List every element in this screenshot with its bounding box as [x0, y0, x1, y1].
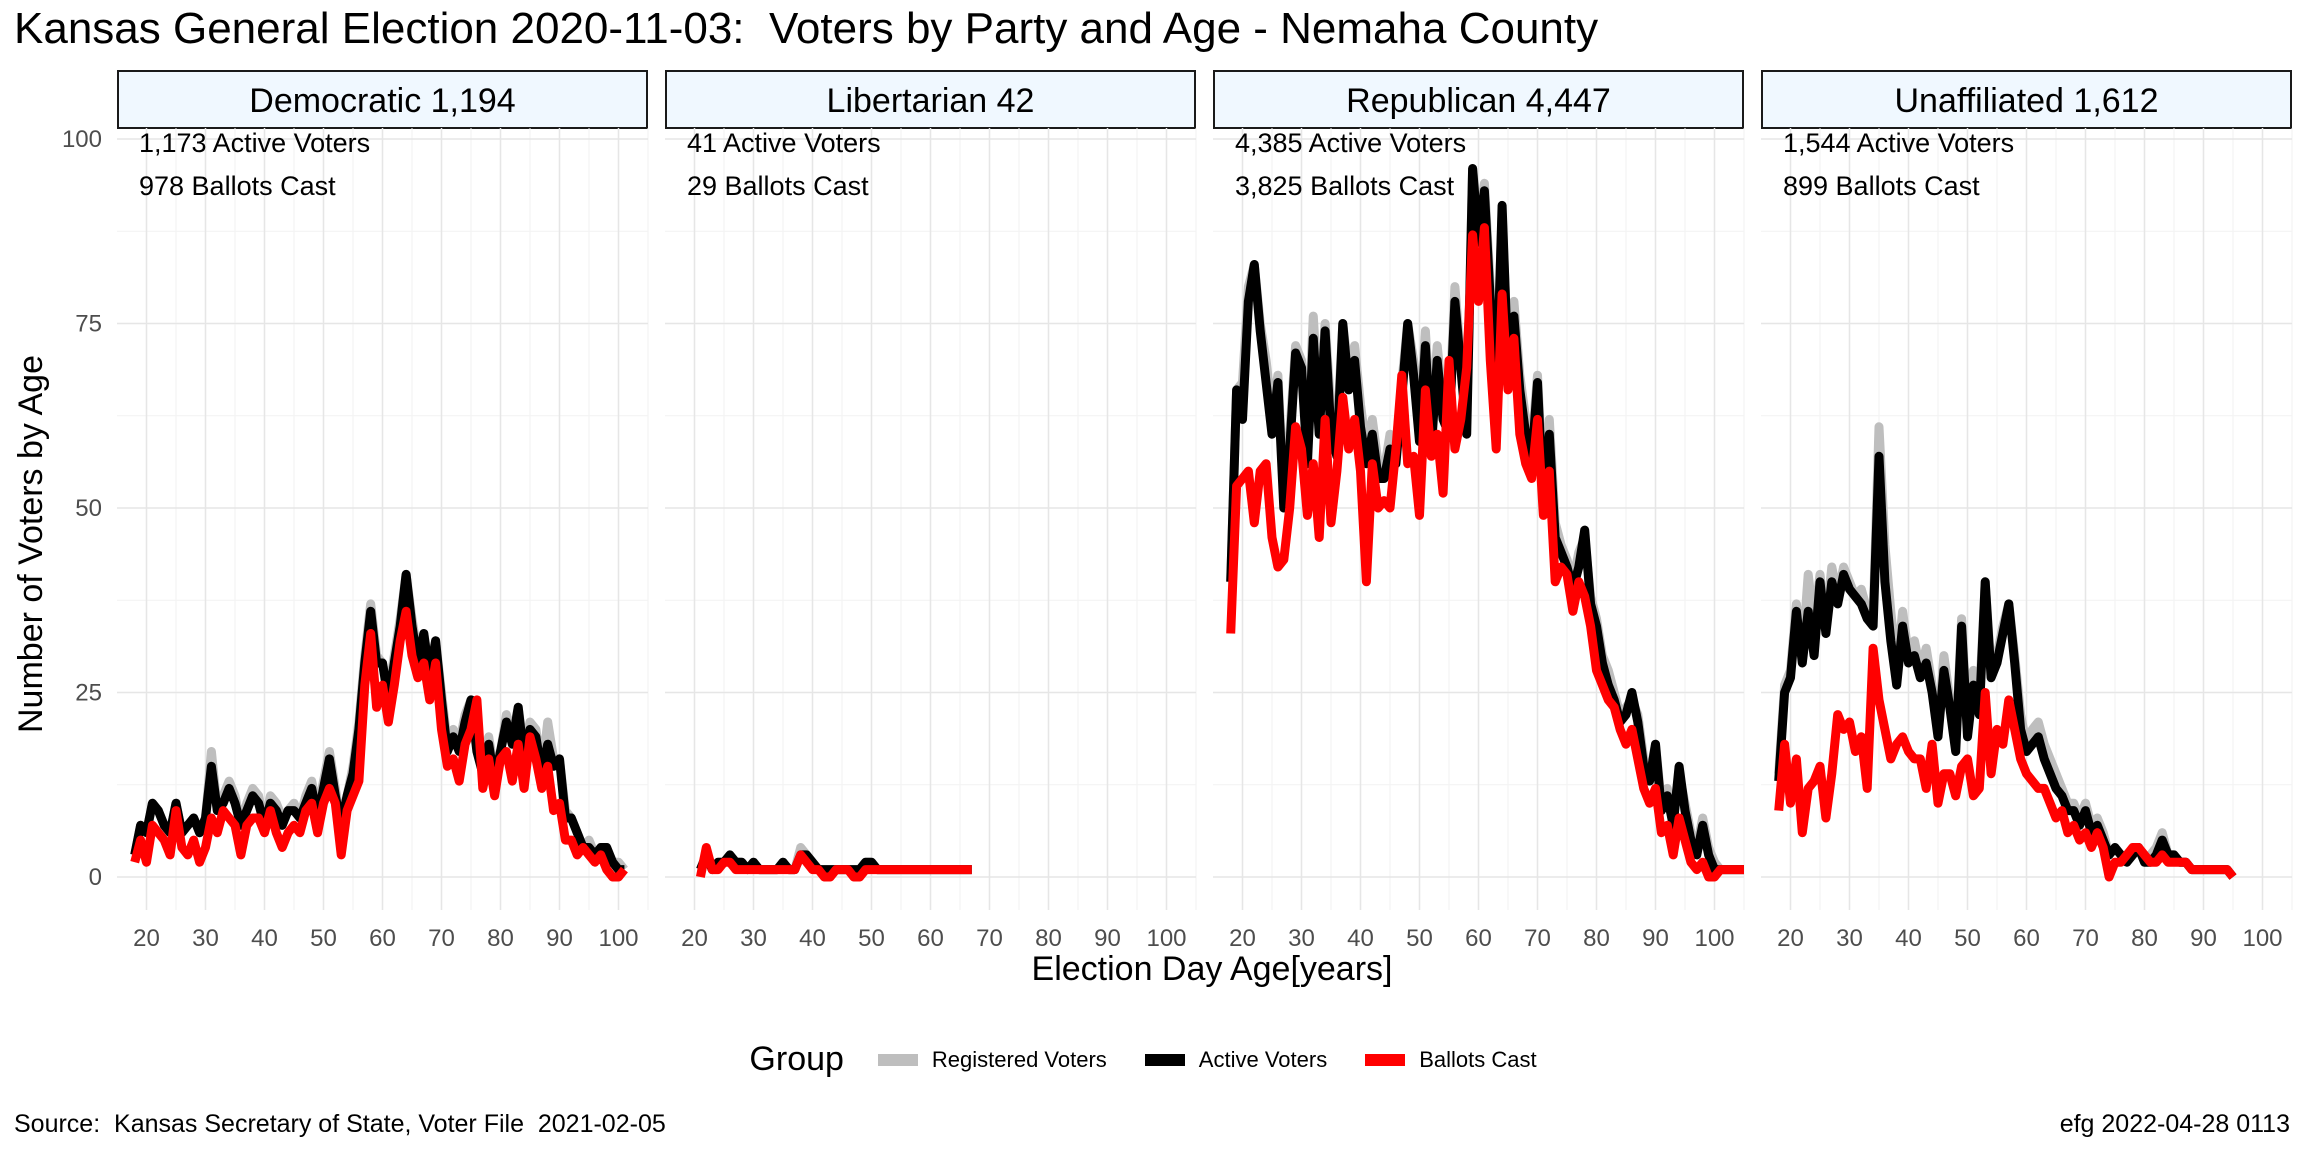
- x-tick-label: 70: [976, 925, 1003, 952]
- x-tick-label: 30: [192, 925, 219, 952]
- legend: Group Registered Voters Active Voters Ba…: [0, 1040, 2304, 1079]
- panel-annotation: 29 Ballots Cast: [687, 171, 869, 201]
- x-tick-label: 30: [1288, 925, 1315, 952]
- panel-annotation: 1,544 Active Voters: [1783, 128, 2014, 158]
- facet-strip: [1213, 70, 1744, 129]
- y-axis-label: Number of Voters by Age: [12, 355, 50, 733]
- x-tick-label: 70: [2072, 925, 2099, 952]
- x-tick-label: 40: [1347, 925, 1374, 952]
- series-line-ballots-cast: [1226, 223, 1744, 882]
- legend-label-active: Active Voters: [1198, 1046, 1328, 1072]
- legend-label-registered: Registered Voters: [931, 1046, 1107, 1072]
- panel-annotation: 899 Ballots Cast: [1783, 171, 1980, 201]
- x-tick-label: 60: [917, 925, 944, 952]
- facet-strip-label: Unaffiliated 1,612: [1894, 82, 2158, 120]
- panel-annotation: 4,385 Active Voters: [1235, 128, 1466, 158]
- y-tick-label: 50: [75, 495, 102, 522]
- facet-strip-label: Democratic 1,194: [249, 82, 515, 120]
- x-tick-label: 60: [2013, 925, 2040, 952]
- x-tick-label: 100: [2242, 925, 2282, 952]
- legend-key-ballots: [1365, 1053, 1406, 1066]
- x-tick-label: 80: [1583, 925, 1610, 952]
- x-tick-label: 30: [740, 925, 767, 952]
- y-tick-label: 100: [62, 126, 102, 153]
- facet-strip: [117, 70, 648, 129]
- x-tick-label: 80: [1035, 925, 1062, 952]
- x-tick-label: 60: [1465, 925, 1492, 952]
- source-note: Source: Kansas Secretary of State, Voter…: [14, 1110, 666, 1138]
- x-tick-label: 50: [858, 925, 885, 952]
- panel-annotation: 1,173 Active Voters: [139, 128, 370, 158]
- x-tick-label: 50: [1954, 925, 1981, 952]
- legend-key-active: [1144, 1053, 1185, 1066]
- legend-item-registered: Registered Voters: [877, 1046, 1107, 1073]
- x-tick-label: 80: [487, 925, 514, 952]
- x-tick-label: 20: [133, 925, 160, 952]
- x-tick-label: 90: [1642, 925, 1669, 952]
- x-tick-label: 20: [1229, 925, 1256, 952]
- x-tick-label: 100: [598, 925, 638, 952]
- x-tick-label: 90: [1094, 925, 1121, 952]
- series-line-registered-voters: [1774, 422, 2237, 880]
- legend-item-active: Active Voters: [1144, 1046, 1328, 1073]
- x-tick-label: 40: [799, 925, 826, 952]
- x-tick-label: 80: [2131, 925, 2158, 952]
- x-tick-label: 40: [1895, 925, 1922, 952]
- legend-title: Group: [749, 1040, 844, 1078]
- x-tick-label: 20: [1777, 925, 1804, 952]
- series-line-ballots-cast: [130, 606, 628, 882]
- x-tick-label: 100: [1146, 925, 1186, 952]
- series-line-ballots-cast: [695, 843, 972, 882]
- x-tick-label: 70: [428, 925, 455, 952]
- x-tick-label: 40: [251, 925, 278, 952]
- facet-strip: [1761, 70, 2292, 129]
- x-tick-label: 50: [1406, 925, 1433, 952]
- legend-item-ballots: Ballots Cast: [1365, 1046, 1537, 1073]
- facet-strip-label: Republican 4,447: [1346, 82, 1611, 120]
- y-tick-label: 0: [89, 864, 102, 891]
- panel-annotation: 978 Ballots Cast: [139, 171, 336, 201]
- x-tick-label: 20: [681, 925, 708, 952]
- x-tick-label: 70: [1524, 925, 1551, 952]
- facet-strip-label: Libertarian 42: [827, 82, 1035, 120]
- x-tick-label: 50: [310, 925, 337, 952]
- x-tick-label: 30: [1836, 925, 1863, 952]
- chart-title: Kansas General Election 2020-11-03: Vote…: [14, 4, 1599, 53]
- facet-strip: [665, 70, 1196, 129]
- x-tick-label: 90: [2190, 925, 2217, 952]
- x-tick-label: 60: [369, 925, 396, 952]
- x-tick-label: 90: [546, 925, 573, 952]
- x-axis-label: Election Day Age[years]: [1031, 950, 1393, 988]
- series-line-ballots-cast: [1774, 643, 2237, 882]
- panel-annotation: 41 Active Voters: [687, 128, 881, 158]
- legend-key-registered: [877, 1053, 918, 1066]
- legend-label-ballots: Ballots Cast: [1419, 1046, 1537, 1072]
- author-stamp: efg 2022-04-28 0113: [2059, 1110, 2290, 1138]
- x-tick-label: 100: [1694, 925, 1734, 952]
- y-tick-label: 75: [75, 311, 102, 338]
- y-tick-label: 25: [75, 680, 102, 707]
- panel-annotation: 3,825 Ballots Cast: [1235, 171, 1455, 201]
- series-line-active-voters: [1774, 451, 2237, 880]
